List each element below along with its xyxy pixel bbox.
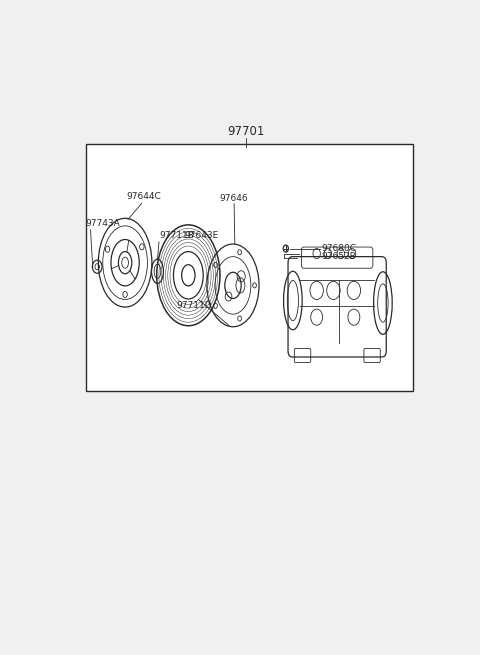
Text: 97711B: 97711B: [160, 231, 194, 240]
Text: 97644C: 97644C: [126, 192, 161, 200]
Bar: [86, 144, 413, 391]
Text: 97743A: 97743A: [85, 219, 120, 229]
Text: 97643E: 97643E: [184, 231, 218, 240]
Text: 97711D: 97711D: [176, 301, 212, 310]
Text: 97652B: 97652B: [321, 252, 356, 261]
Text: 97680C: 97680C: [321, 244, 356, 253]
Text: 97646: 97646: [220, 194, 249, 202]
Text: 97701: 97701: [228, 125, 264, 138]
